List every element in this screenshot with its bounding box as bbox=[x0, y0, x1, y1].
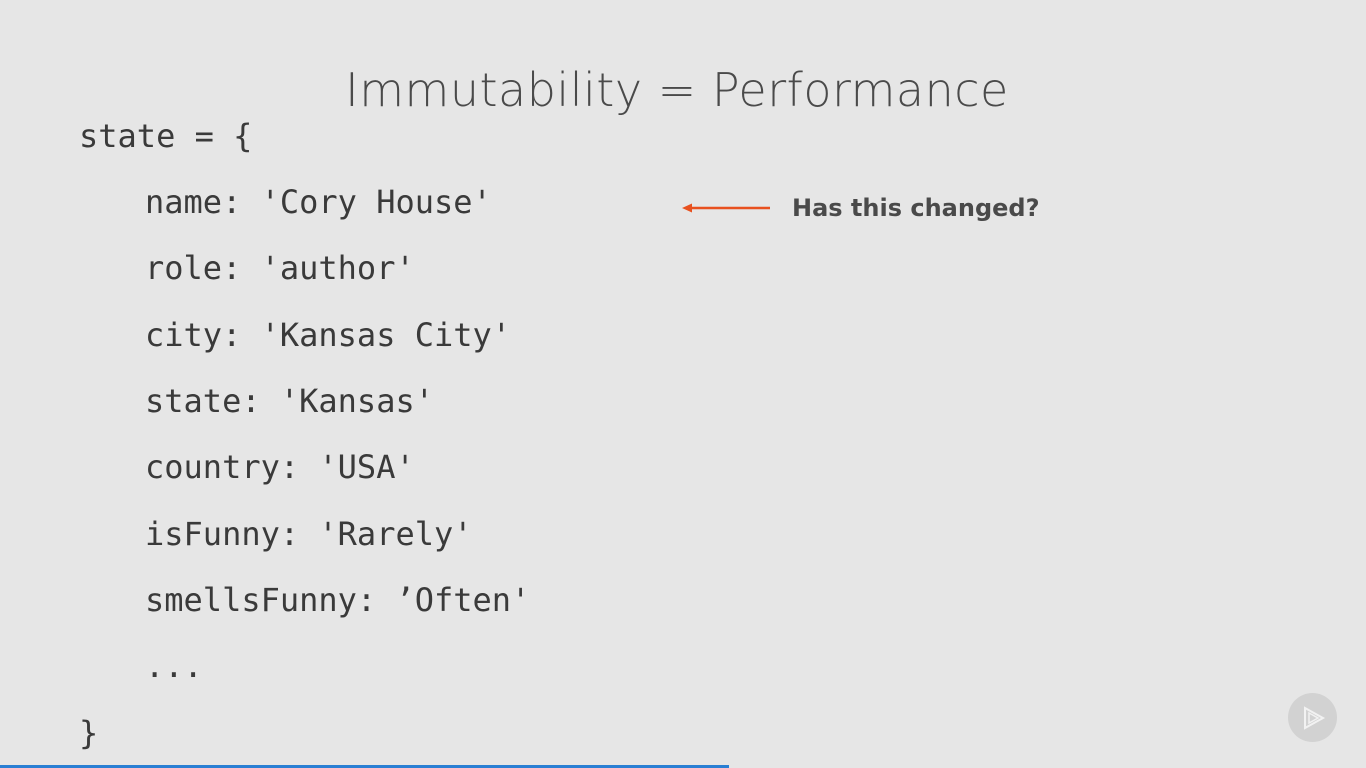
code-line-country: country: 'USA' bbox=[145, 448, 415, 486]
code-line-role: role: 'author' bbox=[145, 249, 415, 287]
code-line-isfunny: isFunny: 'Rarely' bbox=[145, 515, 473, 553]
code-line-city: city: 'Kansas City' bbox=[145, 316, 512, 354]
code-line-open: state = { bbox=[79, 117, 253, 155]
code-line-state: state: 'Kansas' bbox=[145, 382, 434, 420]
annotation-text: Has this changed? bbox=[792, 194, 1040, 222]
play-logo-icon[interactable] bbox=[1288, 693, 1337, 742]
code-line-smellsfunny: smellsFunny: ’Often' bbox=[145, 581, 531, 619]
annotation-callout: Has this changed? bbox=[682, 190, 1040, 226]
code-line-ellipsis: ... bbox=[145, 647, 203, 685]
code-line-close: } bbox=[79, 714, 99, 752]
slide-title: Immutability = Performance bbox=[345, 63, 1009, 117]
code-line-name: name: 'Cory House' bbox=[145, 183, 492, 221]
progress-bar[interactable] bbox=[0, 765, 1366, 768]
arrow-left-icon bbox=[682, 201, 772, 215]
progress-bar-fill bbox=[0, 765, 730, 768]
